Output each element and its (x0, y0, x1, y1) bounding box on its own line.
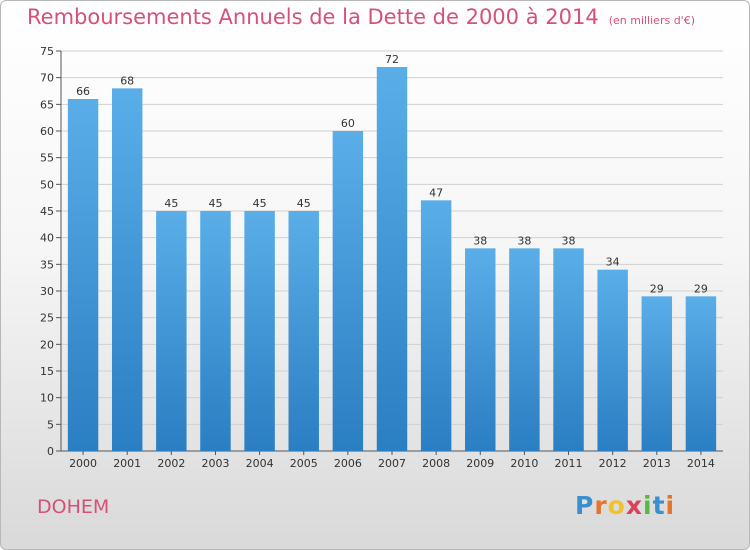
y-tick-label: 30 (40, 285, 54, 298)
logo-letter: x (625, 491, 643, 520)
logo-letter: o (607, 491, 626, 520)
bar-2003 (200, 211, 231, 451)
chart-title-unit: (en milliers d'€) (608, 14, 695, 27)
bar-2006 (332, 131, 364, 451)
data-label: 66 (76, 85, 90, 98)
x-tick-label: 2006 (334, 457, 362, 470)
x-tick-label: 2010 (510, 457, 538, 470)
x-tick-label: 2003 (201, 457, 229, 470)
x-tick-label: 2005 (290, 457, 318, 470)
bar-2010 (509, 248, 540, 451)
logo-letter: r (594, 491, 608, 520)
data-label: 45 (253, 197, 267, 210)
data-label: 45 (164, 197, 178, 210)
chart-title-main: Remboursements Annuels de la Dette de 20… (27, 5, 599, 29)
bar-2001 (111, 88, 143, 451)
bar-2009 (465, 248, 496, 451)
bar-2014 (685, 296, 717, 451)
y-tick-label: 75 (40, 45, 54, 58)
x-tick-label: 2007 (378, 457, 406, 470)
x-tick-label: 2013 (643, 457, 671, 470)
x-tick-label: 2000 (69, 457, 97, 470)
data-label: 38 (473, 234, 487, 247)
y-tick-label: 65 (40, 98, 54, 111)
y-tick-label: 15 (40, 365, 54, 378)
data-label: 72 (385, 53, 399, 66)
y-tick-label: 40 (40, 232, 54, 245)
y-tick-label: 35 (40, 258, 54, 271)
chart-title: Remboursements Annuels de la Dette de 20… (27, 5, 695, 29)
data-label: 45 (208, 197, 222, 210)
x-tick-label: 2011 (555, 457, 583, 470)
x-tick-label: 2014 (687, 457, 715, 470)
x-tick-label: 2009 (466, 457, 494, 470)
y-tick-label: 0 (47, 445, 54, 458)
y-tick-label: 20 (40, 338, 54, 351)
bar-2004 (244, 211, 275, 451)
y-tick-label: 60 (40, 125, 54, 138)
y-tick-label: 70 (40, 72, 54, 85)
data-label: 45 (297, 197, 311, 210)
data-label: 47 (429, 186, 443, 199)
data-label: 68 (120, 74, 134, 87)
bar-2008 (420, 200, 452, 451)
bar-2000 (67, 99, 99, 451)
logo-letter: t (652, 491, 666, 520)
x-tick-label: 2012 (599, 457, 627, 470)
y-tick-label: 25 (40, 312, 54, 325)
bar-2012 (597, 269, 628, 451)
data-label: 29 (650, 282, 664, 295)
x-tick-label: 2001 (113, 457, 141, 470)
data-label: 38 (562, 234, 576, 247)
bar-2002 (156, 211, 187, 451)
x-tick-label: 2002 (157, 457, 185, 470)
logo-letter: i (665, 491, 676, 520)
data-label: 34 (606, 256, 620, 269)
data-label: 38 (517, 234, 531, 247)
proxiti-logo: Proxiti (575, 491, 675, 520)
x-tick-label: 2004 (246, 457, 274, 470)
y-tick-label: 45 (40, 205, 54, 218)
data-label: 60 (341, 117, 355, 130)
x-tick-label: 2008 (422, 457, 450, 470)
logo-letter: i (643, 491, 653, 520)
y-tick-label: 10 (40, 392, 54, 405)
y-tick-label: 50 (40, 178, 54, 191)
logo-letter: P (575, 491, 595, 520)
bar-2005 (288, 211, 319, 451)
data-label: 29 (694, 282, 708, 295)
commune-name: DOHEM (37, 496, 110, 518)
y-tick-label: 5 (47, 418, 54, 431)
y-tick-label: 55 (40, 152, 54, 165)
bar-2013 (641, 296, 673, 451)
bar-2007 (376, 67, 408, 451)
bar-2011 (553, 248, 584, 451)
